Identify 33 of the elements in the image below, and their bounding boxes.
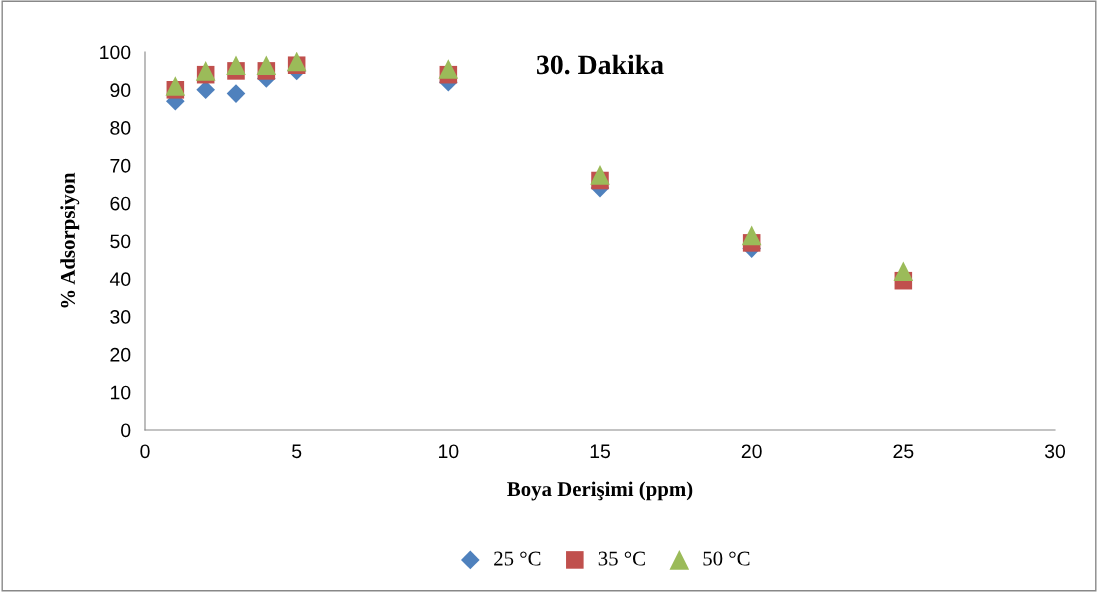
legend-label: 35 °C (598, 551, 645, 566)
point (741, 225, 762, 246)
x-tick-label: 20 (741, 444, 762, 459)
x-axis-title: Boya Derişimi (ppm) (507, 481, 693, 501)
x-tick-label: 0 (140, 444, 150, 459)
y-tick-label: 90 (110, 83, 131, 98)
legend-label: 25 °C (494, 551, 541, 566)
point (226, 84, 246, 103)
y-tick-label: 40 (109, 272, 131, 287)
y-tick-label: 100 (100, 45, 131, 60)
y-tick-label: 20 (110, 347, 131, 362)
x-tick-label: 30 (1044, 444, 1066, 459)
point (196, 80, 215, 100)
point (893, 261, 914, 282)
y-tick-label: 30 (110, 310, 131, 324)
point (226, 55, 246, 76)
point (256, 55, 277, 76)
point (438, 59, 459, 79)
y-tick-label: 60 (110, 196, 131, 211)
point (590, 165, 610, 185)
y-tick-label: 80 (110, 121, 131, 135)
point (165, 76, 186, 96)
chart-title: 30. Dakika (536, 54, 664, 75)
x-tick-label: 5 (292, 444, 302, 459)
x-tick-label: 10 (439, 444, 459, 459)
y-tick-label: 0 (121, 423, 131, 438)
y-tick-label: 50 (110, 234, 131, 249)
y-tick-label: 70 (110, 158, 131, 173)
legend-label: 50 °C (703, 551, 750, 566)
x-tick-label: 15 (590, 444, 610, 459)
x-tick-label: 25 (893, 444, 914, 459)
y-tick-label: 10 (110, 385, 131, 400)
y-axis-title: % Adsorpsiyon (60, 172, 80, 308)
